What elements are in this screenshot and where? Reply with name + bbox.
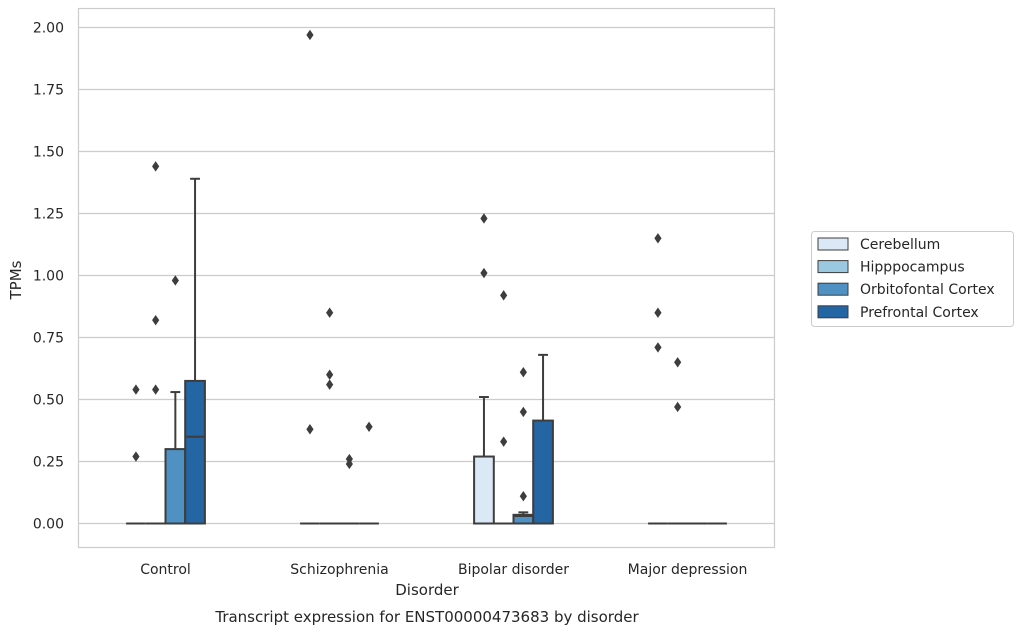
y-tick-label: 1.25 — [33, 207, 64, 223]
y-tick-label: 0.00 — [33, 517, 64, 533]
outlier-point — [480, 213, 488, 224]
box-hipppocampus — [319, 307, 340, 525]
legend-swatch — [817, 237, 849, 251]
y-tick-label: 1.75 — [33, 83, 64, 99]
outlier-point — [306, 29, 314, 41]
legend-label: Orbitofontal Cortex — [860, 282, 995, 298]
outlier-point — [365, 421, 373, 432]
outlier-point — [326, 369, 334, 380]
box-orbitofontal-cortex — [512, 367, 535, 525]
outlier-point — [171, 275, 179, 286]
x-tick-label: Bipolar disorder — [458, 562, 569, 578]
x-axis-title: Disorder — [395, 581, 459, 599]
box-body — [184, 379, 206, 525]
box-cerebellum — [300, 29, 320, 525]
outlier-point — [326, 307, 334, 318]
outlier-point — [500, 290, 508, 301]
box-prefrontal-cortex — [359, 421, 379, 525]
box-prefrontal-cortex — [184, 177, 206, 525]
box-cerebellum — [126, 384, 146, 525]
y-tick-labels: 0.00 0.25 0.50 0.75 1.00 1.25 1.50 1.75 2.00 — [33, 21, 64, 533]
outlier-point — [326, 379, 334, 390]
outlier-point — [674, 401, 682, 413]
legend-swatch — [817, 260, 849, 274]
y-tick-label: 1.50 — [33, 145, 64, 161]
chart-caption: Transcript expression for ENST0000047368… — [214, 608, 639, 626]
x-tick-label: Control — [140, 562, 191, 578]
legend-label: Hipppocampus — [860, 260, 965, 276]
y-tick-label: 0.50 — [33, 393, 64, 409]
y-tick-label: 2.00 — [33, 21, 64, 37]
outlier-point — [152, 161, 160, 172]
outlier-point — [654, 342, 662, 353]
y-tick-label: 1.00 — [33, 269, 64, 285]
y-tick-label: 0.75 — [33, 331, 64, 347]
legend-label: Prefrontal Cortex — [860, 305, 979, 321]
outlier-point — [654, 233, 662, 244]
boxes — [126, 29, 727, 525]
legend: Cerebellum Hipppocampus Orbitofontal Corte… — [811, 231, 1014, 327]
outlier-point — [519, 367, 527, 378]
x-tick-label: Schizophrenia — [290, 562, 388, 578]
outlier-point — [674, 357, 682, 368]
x-tick-label: Major depression — [628, 562, 748, 578]
y-axis-title: TPMs — [7, 260, 25, 300]
box-cerebellum — [473, 213, 495, 525]
legend-frame — [811, 231, 1014, 327]
box-hipppocampus — [667, 357, 688, 525]
outlier-point — [132, 451, 140, 462]
x-tick-labels: Control Schizophrenia Bipolar disorder Majo… — [140, 562, 747, 578]
legend-swatch — [817, 305, 849, 319]
outlier-point — [519, 491, 527, 502]
box-hipppocampus — [493, 290, 514, 525]
legend-swatch — [817, 282, 849, 296]
box-body — [532, 419, 554, 525]
box-orbitofontal-cortex — [339, 453, 360, 525]
outlier-point — [306, 424, 314, 435]
box-cerebellum — [648, 233, 668, 525]
plot-frame — [77, 7, 776, 549]
outlier-point — [132, 384, 140, 395]
outlier-point — [345, 453, 353, 465]
outlier-point — [519, 406, 527, 418]
box-body — [473, 455, 495, 525]
box-body — [164, 448, 187, 525]
outlier-point — [152, 384, 160, 395]
y-tick-label: 0.25 — [33, 455, 64, 471]
box-hipppocampus — [145, 161, 166, 525]
outlier-point — [152, 314, 160, 326]
box-prefrontal-cortex — [532, 353, 554, 525]
box-orbitofontal-cortex — [164, 275, 187, 525]
outlier-point — [500, 436, 508, 447]
outlier-point — [480, 267, 488, 279]
outlier-point — [654, 307, 662, 318]
legend-label: Cerebellum — [860, 237, 940, 253]
